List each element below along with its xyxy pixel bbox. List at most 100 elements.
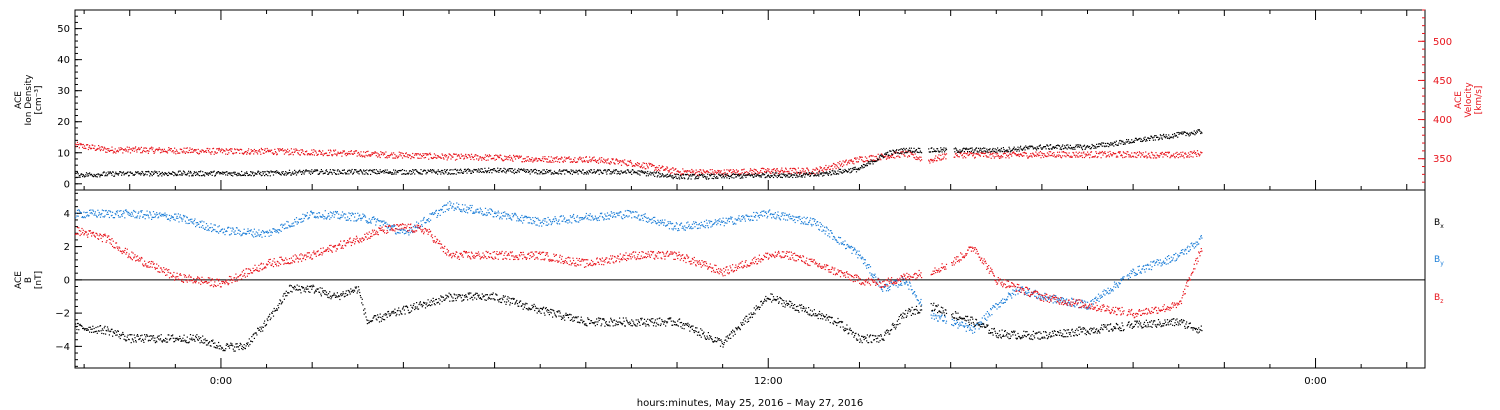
by-series-point	[832, 235, 835, 238]
velocity-series-point	[974, 156, 976, 158]
velocity-series-point	[893, 152, 895, 154]
by-series-point	[94, 211, 96, 213]
velocity-series-point	[319, 150, 321, 153]
by-series-point	[341, 211, 344, 213]
density-series-point	[643, 171, 645, 173]
velocity-series-point	[842, 160, 844, 162]
by-series-point	[137, 212, 139, 214]
velocity-series-point	[1117, 156, 1119, 158]
velocity-series-point	[327, 149, 330, 151]
density-series-point	[159, 173, 161, 176]
by-series-point	[391, 225, 393, 227]
by-series-point	[865, 265, 867, 267]
by-series-point	[170, 215, 172, 217]
density-series-point	[617, 172, 619, 174]
by-series-point	[575, 220, 577, 222]
velocity-series-point	[744, 171, 746, 174]
by-series-point	[466, 206, 468, 208]
density-series-point	[350, 172, 352, 174]
density-series-point	[1101, 145, 1103, 147]
density-series-point	[566, 170, 568, 172]
velocity-series-point	[531, 157, 533, 159]
by-series-point	[464, 204, 466, 206]
velocity-series-point	[267, 151, 269, 153]
density-series-point	[475, 169, 477, 171]
density-series-point	[126, 171, 128, 174]
by-series-point	[555, 218, 557, 220]
by-series-point	[941, 314, 943, 316]
density-series-point	[442, 172, 444, 174]
density-series-point	[836, 172, 838, 175]
velocity-series-point	[458, 155, 460, 157]
by-series-point	[198, 223, 200, 225]
density-series-point	[134, 173, 136, 175]
velocity-series-point	[399, 154, 401, 156]
density-series-point	[1149, 139, 1151, 141]
by-series-point	[938, 316, 941, 318]
by-series-point	[760, 211, 762, 214]
density-series-point	[429, 170, 431, 172]
density-series-point	[1134, 139, 1136, 141]
density-series-point	[776, 172, 778, 174]
field-series	[75, 200, 1203, 352]
velocity-series-point	[566, 157, 568, 159]
density-series-point	[588, 169, 590, 172]
density-series-point	[867, 162, 869, 164]
velocity-series-point	[590, 159, 593, 161]
density-series-point	[662, 174, 664, 176]
by-series-point	[758, 214, 760, 217]
density-series-point	[181, 174, 183, 176]
by-series-point	[850, 245, 852, 247]
density-series-point	[1129, 141, 1131, 144]
velocity-series-point	[1105, 156, 1107, 158]
by-series-point	[306, 212, 308, 214]
density-series-point	[965, 147, 967, 149]
velocity-series-point	[304, 154, 306, 156]
by-series-point	[177, 217, 179, 219]
density-series-point	[327, 173, 330, 175]
velocity-series-point	[1145, 155, 1147, 157]
velocity-series-point	[557, 161, 559, 163]
velocity-series-point	[591, 158, 593, 160]
by-series-point	[562, 220, 564, 222]
density-series-point	[275, 172, 277, 174]
density-series-point	[686, 174, 688, 176]
by-series-point	[152, 216, 154, 219]
by-series-point	[840, 242, 842, 244]
velocity-series-point	[494, 159, 496, 161]
by-series-point	[350, 220, 352, 222]
density-series-point	[1162, 134, 1164, 137]
by-series-point	[208, 229, 210, 232]
density-series-point	[151, 175, 153, 177]
by-series-point	[915, 296, 917, 298]
by-series-point	[188, 219, 190, 221]
velocity-series-point	[505, 156, 507, 158]
by-series-point	[78, 210, 80, 212]
by-series-point	[158, 216, 160, 218]
density-series-point	[506, 169, 508, 171]
velocity-series-point	[190, 148, 192, 151]
density-series-point	[513, 172, 515, 175]
density-series-point	[633, 172, 635, 174]
density-series-point	[150, 173, 152, 175]
density-series-point	[675, 177, 677, 179]
velocity-series-point	[221, 148, 223, 150]
by-series-point	[490, 213, 492, 215]
velocity-series-point	[333, 150, 335, 152]
by-series-point	[786, 214, 788, 216]
by-series-point	[839, 237, 842, 239]
by-series-point	[700, 225, 702, 227]
by-series-point	[559, 216, 561, 218]
velocity-series-point	[717, 169, 719, 172]
density-series-point	[578, 169, 580, 171]
by-series-point	[673, 227, 675, 229]
by-series-point	[443, 204, 445, 207]
velocity-series-point	[400, 152, 402, 154]
by-series-point	[599, 215, 601, 217]
by-series-point	[775, 218, 777, 220]
density-series-point	[809, 175, 811, 177]
velocity-series-point	[527, 159, 529, 161]
by-series-point	[815, 224, 817, 227]
by-series-point	[871, 276, 874, 278]
velocity-series-point	[633, 164, 635, 167]
